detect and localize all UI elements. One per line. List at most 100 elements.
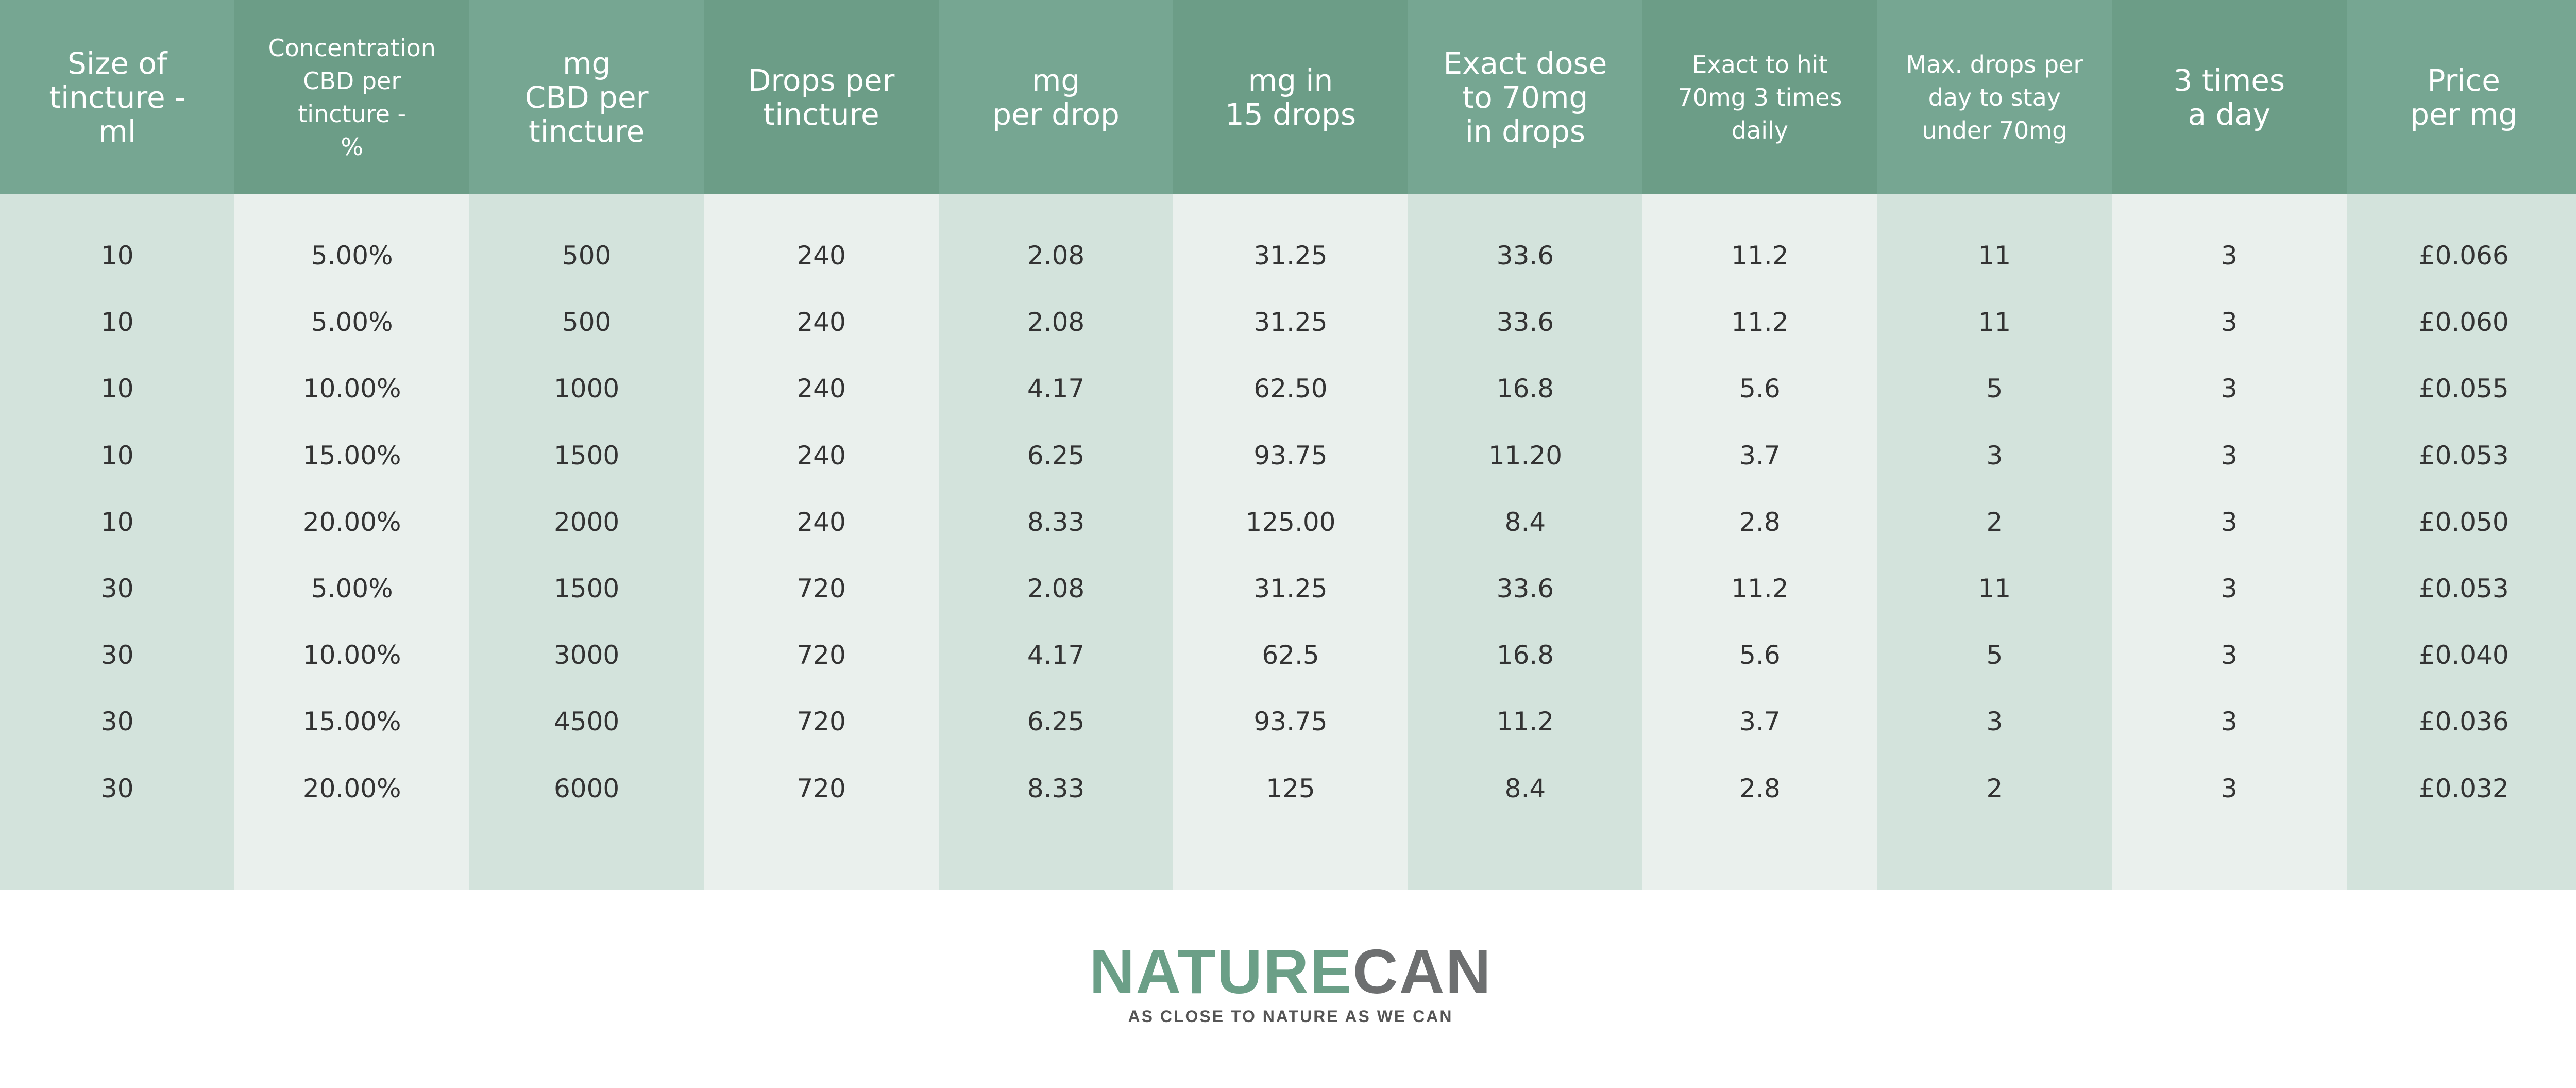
logo-tagline: AS CLOSE TO NATURE AS WE CAN bbox=[1128, 1007, 1453, 1026]
header-line: CBD per bbox=[524, 79, 649, 115]
column-header: mg in 15 drops bbox=[1173, 0, 1408, 194]
table-cell: 3 bbox=[2221, 640, 2238, 671]
table-cell: 6.25 bbox=[1027, 440, 1085, 471]
header-line: Price bbox=[2427, 62, 2501, 98]
table-cell: 1000 bbox=[554, 374, 620, 404]
header-line: per drop bbox=[992, 96, 1120, 132]
table-cell: 31.25 bbox=[1253, 241, 1328, 271]
header-line: daily bbox=[1731, 116, 1788, 144]
column-header: mg per drop bbox=[938, 0, 1174, 194]
table-cell: 11.2 bbox=[1731, 307, 1789, 338]
table-cell: 33.6 bbox=[1496, 241, 1554, 271]
header-line: % bbox=[341, 132, 364, 161]
table-cell: 2.08 bbox=[1027, 307, 1085, 338]
table-cell: 240 bbox=[796, 241, 846, 271]
table-cell: 720 bbox=[796, 574, 846, 604]
table-cell: 5.6 bbox=[1739, 374, 1781, 404]
table-cell: 20.00% bbox=[302, 507, 401, 537]
table-cell: 11.2 bbox=[1731, 574, 1789, 604]
table-cell: 5 bbox=[1986, 374, 2003, 404]
header-line: Drops per bbox=[748, 62, 895, 98]
table-cell: 8.4 bbox=[1504, 773, 1546, 804]
table-cell: 125 bbox=[1266, 773, 1315, 804]
column-header: Price per mg bbox=[2346, 0, 2576, 194]
header-line: tincture - bbox=[298, 99, 406, 128]
header-line: mg bbox=[562, 45, 611, 81]
table-cell: 10 bbox=[100, 374, 134, 404]
table-cell: £0.055 bbox=[2418, 374, 2509, 404]
header-line: mg in bbox=[1248, 62, 1333, 98]
table-cell: 2.8 bbox=[1739, 507, 1781, 537]
table-cell: 4.17 bbox=[1027, 640, 1085, 671]
table-cell: 93.75 bbox=[1253, 707, 1328, 737]
table-cell: 33.6 bbox=[1496, 307, 1554, 338]
table-cell: 10.00% bbox=[302, 640, 401, 671]
table-cell: 11 bbox=[1978, 574, 2011, 604]
table-cell: 3 bbox=[2221, 440, 2238, 471]
header-line: 15 drops bbox=[1225, 96, 1357, 132]
table-cell: 11 bbox=[1978, 307, 2011, 338]
table-cell: 5.00% bbox=[311, 241, 393, 271]
table-column: Price per mg £0.066 £0.060 £0.055 £0.053 £0.05… bbox=[2346, 0, 2576, 890]
table-cell: 2.08 bbox=[1027, 574, 1085, 604]
header-line: tincture - bbox=[49, 79, 186, 115]
table-column: Size of tincture - ml 10 10 10 10 10 30 30 30 30 bbox=[0, 0, 235, 890]
table-cell: 6000 bbox=[554, 773, 620, 804]
column-header: Exact dose to 70mg in drops bbox=[1408, 0, 1643, 194]
table-column: Max. drops per day to stay under 70mg 11 11 5… bbox=[1877, 0, 2112, 890]
table-cell: 8.33 bbox=[1027, 773, 1085, 804]
table-cell: 30 bbox=[100, 574, 134, 604]
logo: NATURECAN AS CLOSE TO NATURE AS WE CAN bbox=[0, 938, 2576, 1026]
table-cell: 5.00% bbox=[311, 307, 393, 338]
table-cell: 3.7 bbox=[1739, 707, 1781, 737]
table-cell: 2000 bbox=[554, 507, 620, 537]
table-cell: 5.00% bbox=[311, 574, 393, 604]
table-cell: 16.8 bbox=[1496, 374, 1554, 404]
column-header: Concentration CBD per tincture -% bbox=[234, 0, 469, 194]
header-line: Max. drops per bbox=[1906, 50, 2083, 78]
table-cell: 11.2 bbox=[1496, 707, 1554, 737]
table-column: 3 times a day 3 3 3 3 3 3 3 3 3 bbox=[2112, 0, 2347, 890]
table-cell: 1500 bbox=[554, 440, 620, 471]
header-line: day to stay bbox=[1928, 83, 2061, 111]
table-cell: 30 bbox=[100, 640, 134, 671]
table-cell: 20.00% bbox=[302, 773, 401, 804]
logo-part: NATURE bbox=[1089, 936, 1353, 1007]
table-cell: £0.050 bbox=[2418, 507, 2509, 537]
table-cell: 3.7 bbox=[1739, 440, 1781, 471]
table-cell: 240 bbox=[796, 374, 846, 404]
table-cell: 2 bbox=[1986, 773, 2003, 804]
table-cell: 5 bbox=[1986, 640, 2003, 671]
table-cell: 2.08 bbox=[1027, 241, 1085, 271]
column-header: Drops per tincture bbox=[704, 0, 939, 194]
table-cell: 31.25 bbox=[1253, 307, 1328, 338]
header-line: under 70mg bbox=[1922, 116, 2067, 144]
table-cell: £0.060 bbox=[2418, 307, 2509, 338]
header-line: Exact dose bbox=[1443, 45, 1607, 81]
table-cell: 1500 bbox=[554, 574, 620, 604]
table-cell: 4.17 bbox=[1027, 374, 1085, 404]
table-cell: 3 bbox=[2221, 507, 2238, 537]
table-cell: 500 bbox=[562, 307, 612, 338]
table-cell: 15.00% bbox=[302, 440, 401, 471]
column-header: mg CBD per tincture bbox=[469, 0, 704, 194]
header-line: per mg bbox=[2410, 96, 2518, 132]
table-cell: 500 bbox=[562, 241, 612, 271]
logo-wordmark: NATURECAN bbox=[0, 938, 2576, 1005]
table-cell: 8.4 bbox=[1504, 507, 1546, 537]
table-column: mg CBD per tincture 500 500 1000 1500 2000 1500 3… bbox=[469, 0, 704, 890]
table-cell: 62.50 bbox=[1253, 374, 1328, 404]
table-cell: 11.20 bbox=[1488, 440, 1563, 471]
table-column: Drops per tincture 240 240 240 240 240 720 720 72… bbox=[704, 0, 939, 890]
header-line: 3 times bbox=[2173, 62, 2285, 98]
table-cell: 3 bbox=[2221, 241, 2238, 271]
table-cell: 10 bbox=[100, 307, 134, 338]
table-cell: 720 bbox=[796, 773, 846, 804]
column-header: Size of tincture - ml bbox=[0, 0, 235, 194]
table-column: mg in 15 drops 31.25 31.25 62.50 93.75 125.00 3… bbox=[1173, 0, 1408, 890]
table-cell: 62.5 bbox=[1262, 640, 1319, 671]
table-cell: £0.053 bbox=[2418, 440, 2509, 471]
table-cell: 10 bbox=[100, 440, 134, 471]
table-cell: 240 bbox=[796, 307, 846, 338]
table-cell: £0.032 bbox=[2418, 773, 2509, 804]
